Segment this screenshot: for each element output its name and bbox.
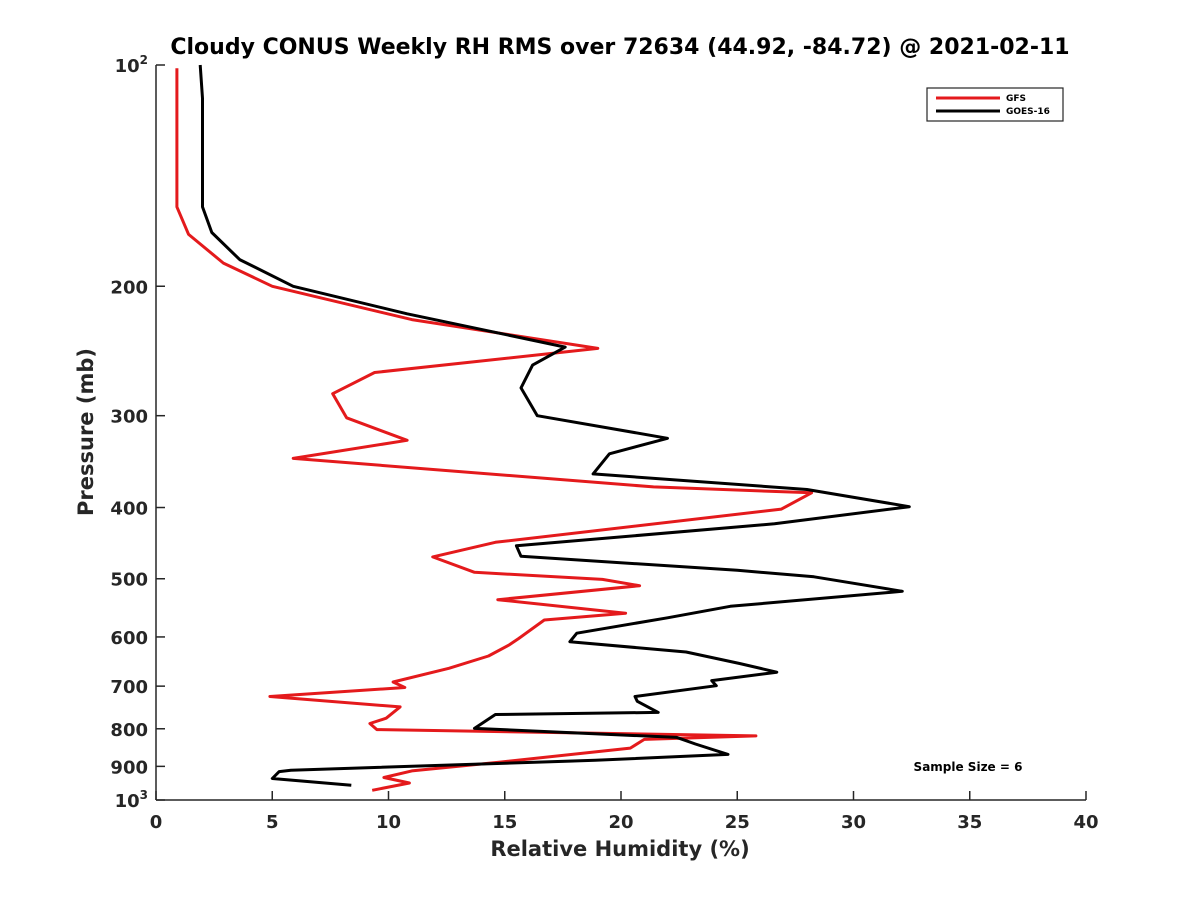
y-axis-label: Pressure (mb) (74, 348, 98, 516)
sample-size-annotation: Sample Size = 6 (914, 760, 1023, 774)
legend-label-gfs: GFS (1006, 94, 1026, 104)
x-tick-label: 25 (725, 812, 750, 833)
y-tick-label: 102 (115, 53, 148, 77)
x-tick-label: 30 (841, 812, 866, 833)
x-tick-label: 40 (1073, 812, 1098, 833)
y-tick-label: 300 (110, 407, 148, 428)
x-tick-label: 35 (957, 812, 982, 833)
y-tick-label: 500 (110, 570, 148, 591)
y-tick-label: 600 (110, 628, 148, 649)
chart-title: Cloudy CONUS Weekly RH RMS over 72634 (4… (170, 35, 1069, 60)
y-tick-label: 200 (110, 277, 148, 298)
y-tick-base: 10 (115, 791, 140, 812)
x-tick-label: 0 (150, 812, 163, 833)
y-tick-label: 800 (110, 720, 148, 741)
plot-area: 0 5 10 15 20 25 30 35 40 10220030040050060070080… (110, 53, 1098, 833)
x-tick-label: 15 (492, 812, 517, 833)
series-line-gfs (175, 68, 814, 792)
y-tick-label: 700 (110, 677, 148, 698)
x-tick-label: 10 (376, 812, 401, 833)
legend-box (926, 87, 1064, 122)
x-tick-label: 20 (608, 812, 633, 833)
x-tick-label: 5 (266, 812, 279, 833)
series-layer (175, 64, 911, 792)
y-tick-label: 103 (115, 788, 148, 812)
x-axis-ticks: 0 5 10 15 20 25 30 35 40 (150, 791, 1099, 833)
y-tick-label: 400 (110, 499, 148, 520)
y-tick-exponent: 2 (140, 53, 148, 67)
y-tick-exponent: 3 (140, 788, 148, 802)
y-tick-label: 900 (110, 757, 148, 778)
y-tick-base: 10 (115, 56, 140, 77)
legend: GFS GOES-16 (926, 87, 1064, 122)
legend-label-goes16: GOES-16 (1006, 107, 1050, 117)
x-axis-label: Relative Humidity (%) (490, 837, 749, 861)
series-line-goes16 (198, 64, 911, 787)
